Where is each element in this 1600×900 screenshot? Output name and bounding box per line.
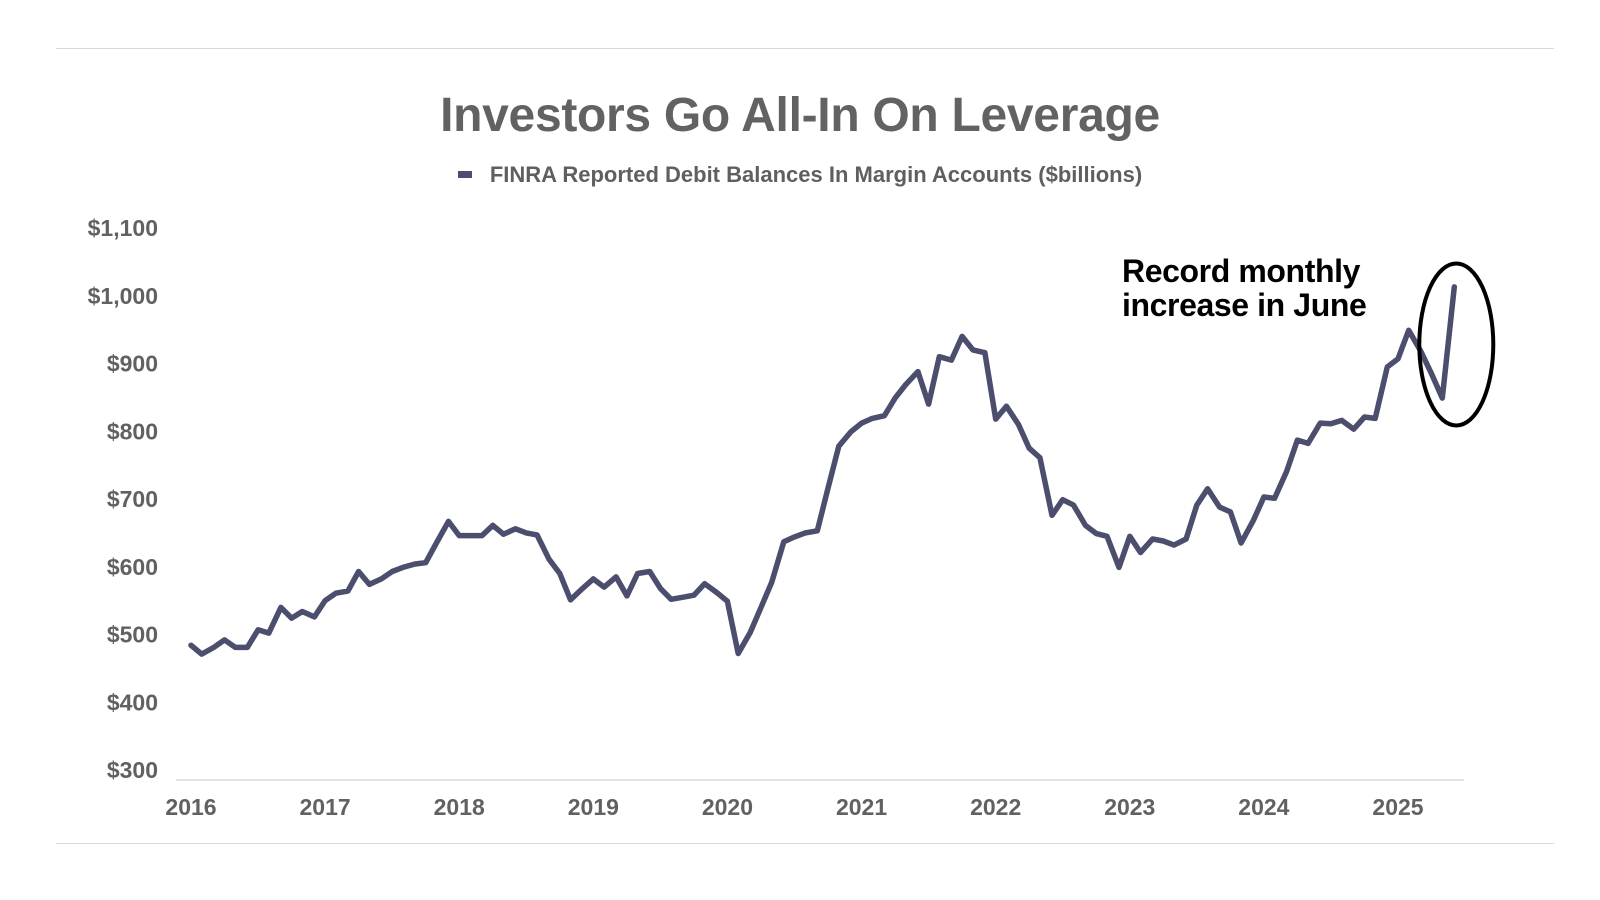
legend-label: FINRA Reported Debit Balances In Margin … <box>489 162 1143 187</box>
y-tick-label: $900 <box>107 351 158 377</box>
y-tick-label: $500 <box>107 622 158 648</box>
chart-legend: FINRA Reported Debit Balances In Margin … <box>0 162 1600 188</box>
annotation-line-2: increase in June <box>1122 287 1367 323</box>
annotation-line-1: Record monthly <box>1122 253 1360 289</box>
bottom-divider <box>56 843 1554 844</box>
x-tick-label: 2016 <box>165 794 216 820</box>
series-line <box>188 284 1458 657</box>
y-tick-label: $700 <box>107 486 158 512</box>
y-tick-label: $1,000 <box>88 283 158 309</box>
highlight-ellipse <box>1417 261 1496 428</box>
x-tick-label: 2020 <box>702 794 753 820</box>
x-tick-label: 2023 <box>1104 794 1155 820</box>
y-tick-label: $600 <box>107 554 158 580</box>
x-tick-label: 2017 <box>300 794 351 820</box>
x-tick-label: 2018 <box>434 794 485 820</box>
chart-title: Investors Go All-In On Leverage <box>440 89 1160 142</box>
y-tick-label: $1,100 <box>88 215 158 241</box>
legend-swatch <box>457 170 472 178</box>
y-tick-label: $800 <box>107 418 158 444</box>
x-tick-label: 2024 <box>1238 794 1289 820</box>
y-tick-label: $400 <box>107 689 158 715</box>
x-tick-label: 2022 <box>970 794 1021 820</box>
x-tick-label: 2025 <box>1372 794 1423 820</box>
x-tick-label: 2021 <box>836 794 887 820</box>
record-annotation: Record monthly increase in June <box>1122 253 1367 323</box>
top-divider <box>56 48 1554 49</box>
y-tick-label: $300 <box>107 757 158 783</box>
x-tick-label: 2019 <box>568 794 619 820</box>
